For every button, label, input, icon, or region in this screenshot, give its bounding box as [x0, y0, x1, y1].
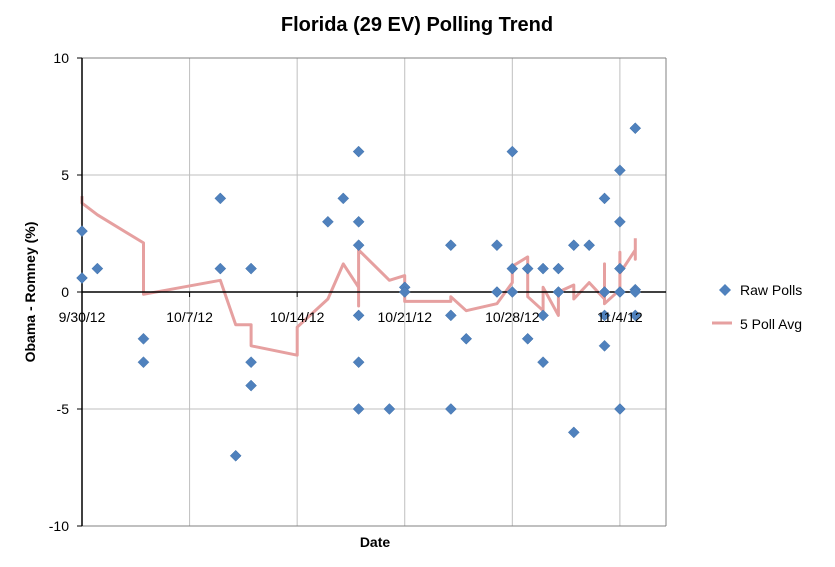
avg-line [80, 196, 637, 357]
raw-poll-point [352, 145, 365, 158]
raw-poll-point [229, 449, 242, 462]
raw-poll-point [137, 356, 150, 369]
legend-label-raw-polls: Raw Polls [740, 282, 802, 298]
legend-marker-raw-polls [719, 284, 731, 296]
x-tick-label: 10/7/12 [166, 309, 213, 325]
raw-poll-point [245, 379, 257, 392]
raw-poll-point [444, 309, 457, 322]
raw-poll-point [614, 262, 626, 275]
raw-poll-point [537, 309, 549, 322]
raw-poll-point [521, 332, 534, 345]
y-tick-label: 0 [61, 284, 69, 300]
raw-poll-point [506, 262, 519, 275]
raw-poll-point [76, 272, 88, 284]
y-tick-label: 5 [61, 167, 69, 183]
raw-poll-point [598, 309, 611, 322]
raw-poll-point [583, 239, 596, 252]
raw-poll-point [322, 215, 334, 228]
raw-poll-point [598, 339, 611, 352]
y-axis-title: Obama - Romney (%) [22, 222, 38, 363]
raw-poll-point [137, 332, 150, 345]
raw-poll-point [506, 286, 519, 298]
chart-title: Florida (29 EV) Polling Trend [281, 14, 553, 36]
raw-poll-point [537, 356, 549, 369]
raw-poll-point [537, 262, 549, 275]
raw-poll-point [598, 286, 611, 298]
raw-poll-point [214, 192, 227, 205]
raw-poll-point [629, 309, 642, 322]
y-tick-label: -10 [49, 518, 69, 534]
raw-poll-point [444, 239, 457, 252]
raw-poll-point [398, 286, 411, 298]
raw-poll-point [444, 403, 457, 415]
x-tick-label: 11/4/12 [597, 309, 643, 325]
raw-poll-point [383, 403, 396, 415]
raw-poll-point [245, 262, 257, 275]
raw-poll-point [614, 286, 626, 298]
x-tick-label: 10/14/12 [270, 309, 325, 325]
raw-poll-point [245, 356, 257, 369]
raw-poll-point [352, 239, 365, 252]
x-axis-title: Date [360, 534, 391, 550]
raw-poll-point [598, 192, 611, 205]
axes [77, 57, 666, 527]
raw-poll-point [491, 286, 503, 298]
raw-poll-point [337, 192, 350, 205]
legend: Raw Polls 5 Poll Avg [712, 282, 802, 332]
avg-line-layer [80, 196, 637, 357]
tick-labels: 10 5 0 -5 -10 9/30/12 10/7/12 10/14/12 10/21/12 1… [49, 50, 643, 534]
raw-poll-point [491, 239, 503, 252]
raw-poll-point [567, 426, 580, 439]
raw-poll-point [352, 356, 365, 369]
raw-poll-point [614, 215, 626, 228]
x-tick-label: 9/30/12 [59, 309, 106, 325]
raw-poll-point [91, 262, 104, 275]
raw-poll-point [214, 262, 227, 275]
y-tick-label: -5 [57, 401, 70, 417]
x-tick-label: 10/21/12 [377, 309, 432, 325]
raw-poll-point [76, 225, 88, 238]
raw-poll-point [352, 215, 365, 228]
raw-poll-point [460, 332, 473, 345]
raw-poll-point [614, 164, 626, 177]
raw-poll-point [552, 262, 565, 275]
raw-poll-point [567, 239, 580, 252]
x-tick-label: 10/28/12 [485, 309, 540, 325]
raw-points-layer [76, 122, 642, 462]
raw-poll-point [552, 286, 565, 298]
legend-label-5-poll-avg: 5 Poll Avg [740, 316, 802, 332]
raw-poll-point [521, 262, 534, 275]
raw-poll-point [629, 286, 642, 298]
raw-poll-point [352, 309, 365, 322]
raw-poll-point [614, 403, 626, 415]
y-tick-label: 10 [53, 50, 69, 66]
raw-poll-point [352, 403, 365, 415]
raw-poll-point [629, 122, 642, 135]
raw-poll-point [506, 145, 519, 158]
